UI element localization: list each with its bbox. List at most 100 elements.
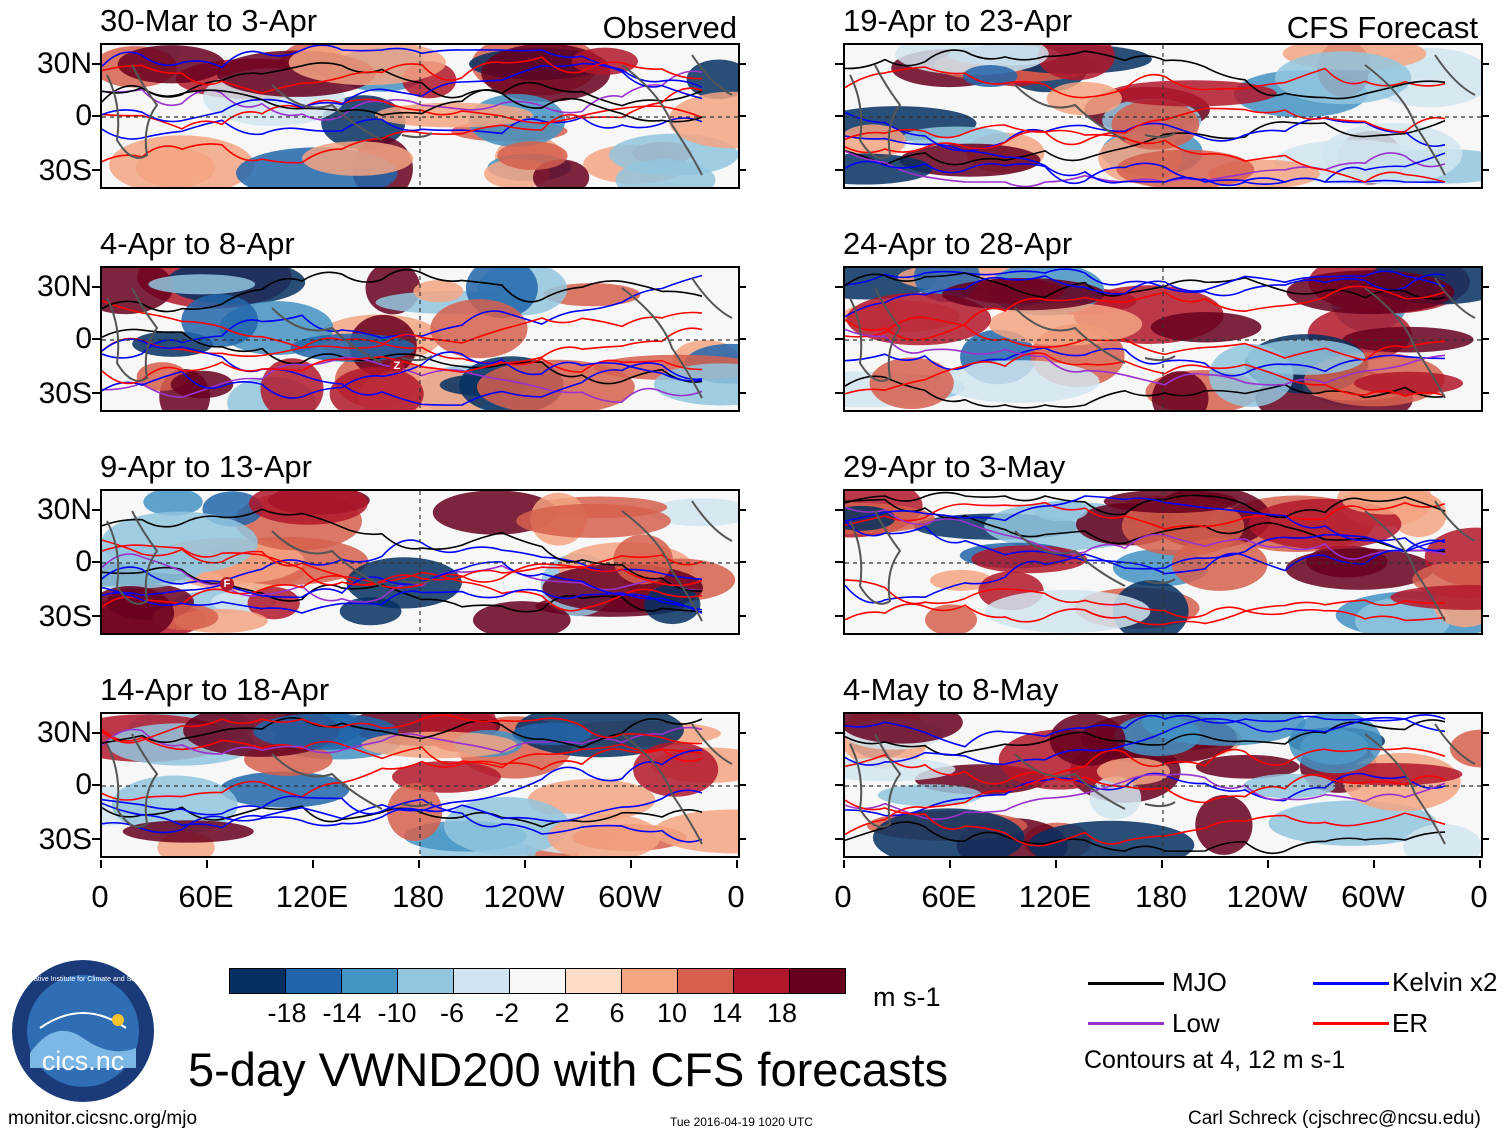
colorbar-tick-label: -14	[322, 998, 362, 1028]
lat-tick	[738, 338, 746, 340]
legend-mjo-label: MJO	[1172, 967, 1227, 997]
lat-label: 30N	[36, 493, 92, 526]
lat-label: 0	[75, 768, 92, 801]
lat-tick	[738, 392, 746, 394]
lat-tick	[1481, 392, 1489, 394]
storm-marker-f: F	[220, 577, 234, 591]
lat-tick	[1481, 63, 1489, 65]
colorbar-swatch	[342, 969, 398, 993]
lat-tick	[738, 561, 746, 563]
colorbar-swatch	[398, 969, 454, 993]
panel-title-right-4: 4-May to 8-May	[843, 672, 1059, 707]
lon-label: 60E	[178, 879, 234, 914]
lon-tick	[1373, 860, 1375, 868]
colorbar-swatch	[678, 969, 734, 993]
lat-tick	[92, 509, 100, 511]
footer-url[interactable]: monitor.cicsnc.org/mjo	[8, 1108, 198, 1129]
colorbar-swatch	[510, 969, 566, 993]
main-title: 5-day VWND200 with CFS forecasts	[188, 1043, 949, 1096]
lon-tick	[843, 860, 845, 868]
lon-tick	[1267, 860, 1269, 868]
lon-label: 0	[834, 879, 852, 914]
lon-tick	[418, 860, 420, 868]
lat-tick	[835, 784, 843, 786]
lon-label: 60W	[598, 879, 662, 914]
lon-tick	[1055, 860, 1057, 868]
lat-label: 30N	[36, 716, 92, 749]
lat-tick	[1481, 838, 1489, 840]
lon-label: 0	[727, 879, 745, 914]
colorbar-tick-label: -2	[494, 998, 519, 1028]
map-panel-right-4	[843, 712, 1483, 858]
lat-tick	[92, 169, 100, 171]
colorbar-swatch	[734, 969, 790, 993]
lat-tick	[92, 838, 100, 840]
logo-text: cics.nc	[42, 1046, 125, 1076]
colorbar-swatch	[566, 969, 622, 993]
lat-tick	[1481, 286, 1489, 288]
map-panel-left-4	[100, 712, 740, 858]
lat-tick	[738, 732, 746, 734]
colorbar-tick-label: -6	[439, 998, 464, 1028]
lat-tick	[835, 338, 843, 340]
lat-tick	[92, 561, 100, 563]
legend-er-label: ER	[1392, 1008, 1429, 1038]
map-panel-left-3	[100, 489, 740, 635]
logo-ring-text: Cooperative Institute for Climate and Sa…	[11, 976, 155, 983]
lat-tick	[738, 838, 746, 840]
panel-title-right-1: 19-Apr to 23-Apr	[843, 3, 1073, 38]
lat-tick	[835, 169, 843, 171]
lat-label: 30S	[38, 823, 92, 856]
colorbar-tick-label: 10	[656, 998, 688, 1028]
lon-tick	[100, 860, 102, 868]
lat-tick	[92, 115, 100, 117]
colorbar-swatch	[790, 969, 845, 993]
observed-header: Observed	[602, 10, 737, 45]
lon-label: 120E	[275, 879, 349, 914]
legend-er-line	[1313, 1022, 1389, 1025]
legend-kelvin-label: Kelvin x2	[1392, 967, 1498, 997]
colorbar-tick-label: -18	[267, 998, 307, 1028]
lat-tick	[738, 784, 746, 786]
lat-tick	[1481, 784, 1489, 786]
lat-label: 30S	[38, 377, 92, 410]
lat-tick	[738, 615, 746, 617]
lon-label: 180	[392, 879, 444, 914]
lat-tick	[92, 286, 100, 288]
lat-label: 30S	[38, 600, 92, 633]
colorbar-tick-label: 18	[766, 998, 798, 1028]
lon-label: 180	[1135, 879, 1187, 914]
panel-title-left-4: 14-Apr to 18-Apr	[100, 672, 330, 707]
map-panel-right-1	[843, 43, 1483, 189]
lat-label: 30S	[38, 154, 92, 187]
colorbar-swatch	[622, 969, 678, 993]
map-panel-left-2	[100, 266, 740, 412]
lat-label: 0	[75, 99, 92, 132]
lon-label: 60W	[1341, 879, 1405, 914]
legend-low-line	[1088, 1022, 1164, 1025]
cics-logo: cics.nc Cooperative Institute for Climat…	[10, 958, 156, 1104]
panel-title-right-2: 24-Apr to 28-Apr	[843, 226, 1073, 261]
footer-author: Carl Schreck (cjschrec@ncsu.edu)	[1188, 1108, 1481, 1129]
lat-tick	[738, 286, 746, 288]
lat-label: 30N	[36, 47, 92, 80]
lon-tick	[630, 860, 632, 868]
lat-tick	[1481, 115, 1489, 117]
colorbar-tick-label: 6	[609, 998, 625, 1028]
lat-tick	[92, 392, 100, 394]
lat-tick	[835, 615, 843, 617]
legend-kelvin-line	[1313, 982, 1389, 985]
lat-tick	[92, 784, 100, 786]
lon-label: 120E	[1018, 879, 1092, 914]
lat-tick	[92, 732, 100, 734]
lon-tick	[206, 860, 208, 868]
lat-tick	[835, 286, 843, 288]
map-panel-right-3	[843, 489, 1483, 635]
lat-tick	[738, 115, 746, 117]
panel-title-left-2: 4-Apr to 8-Apr	[100, 226, 295, 261]
lat-tick	[835, 63, 843, 65]
colorbar-units: m s-1	[873, 982, 941, 1012]
lat-label: 0	[75, 322, 92, 355]
lat-label: 30N	[36, 270, 92, 303]
lat-tick	[92, 615, 100, 617]
